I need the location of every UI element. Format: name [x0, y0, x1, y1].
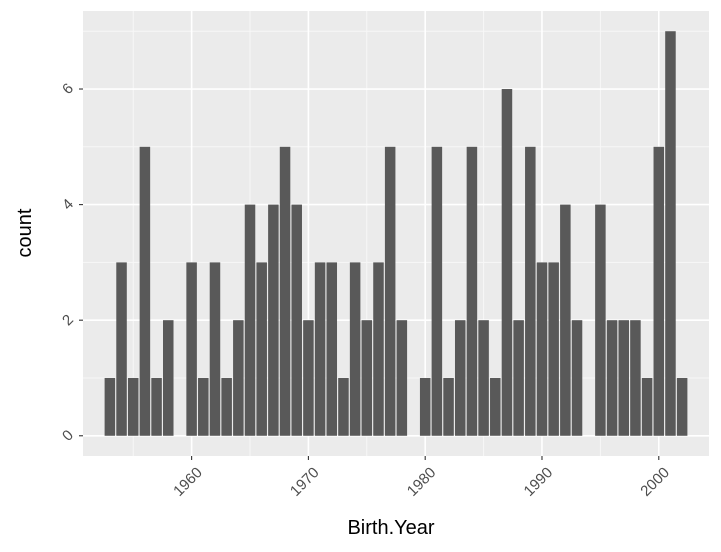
bar: [501, 89, 513, 436]
x-tick-label: 2000: [637, 464, 673, 500]
bar: [268, 204, 279, 436]
bar: [151, 377, 162, 436]
bar: [116, 262, 127, 436]
bar: [209, 262, 221, 436]
bar: [279, 146, 291, 436]
y-axis: 0 2 4 6: [59, 80, 83, 445]
bar: [478, 320, 489, 436]
bar: [443, 377, 454, 436]
bar: [560, 204, 571, 436]
y-tick-label: 0: [59, 427, 77, 445]
bar: [221, 377, 232, 436]
bar: [548, 262, 559, 436]
bar: [676, 377, 688, 436]
bar: [244, 204, 256, 436]
bar: [373, 262, 384, 436]
bar: [198, 377, 209, 436]
bar: [361, 320, 373, 436]
bar: [525, 146, 536, 436]
bar: [630, 320, 641, 436]
x-axis: 1960 1970 1980 1990 2000: [170, 456, 673, 500]
bars: [104, 31, 688, 436]
bar: [419, 377, 431, 436]
bar: [291, 204, 302, 436]
x-tick-label: 1960: [170, 464, 206, 500]
bar: [127, 377, 139, 436]
y-tick-label: 2: [59, 311, 77, 329]
y-tick-label: 4: [59, 196, 77, 214]
bar: [233, 320, 244, 436]
x-tick-label: 1990: [521, 464, 557, 500]
bar: [513, 320, 524, 436]
bar: [595, 204, 606, 436]
x-tick-label: 1970: [287, 464, 323, 500]
bar: [454, 320, 466, 436]
bar: [349, 262, 361, 436]
bar: [163, 320, 174, 436]
bar: [618, 320, 629, 436]
y-axis-title: count: [14, 208, 36, 257]
bar: [466, 146, 478, 436]
bar: [139, 146, 151, 436]
x-tick-label: 1980: [404, 464, 440, 500]
bar: [571, 320, 583, 436]
bar: [303, 320, 314, 436]
bar: [606, 320, 618, 436]
bar: [396, 320, 408, 436]
bar: [536, 262, 548, 436]
bar: [314, 262, 326, 436]
bar: [384, 146, 396, 436]
bar: [653, 146, 665, 436]
bar: [256, 262, 267, 436]
bar: [326, 262, 338, 436]
bar: [338, 377, 349, 436]
bar: [431, 146, 443, 436]
y-tick-label: 6: [59, 80, 77, 98]
bar: [641, 377, 653, 436]
bar: [665, 31, 676, 436]
bar: [186, 262, 197, 436]
x-axis-title: Birth.Year: [347, 517, 434, 539]
bar: [104, 377, 116, 436]
bar: [490, 377, 501, 436]
